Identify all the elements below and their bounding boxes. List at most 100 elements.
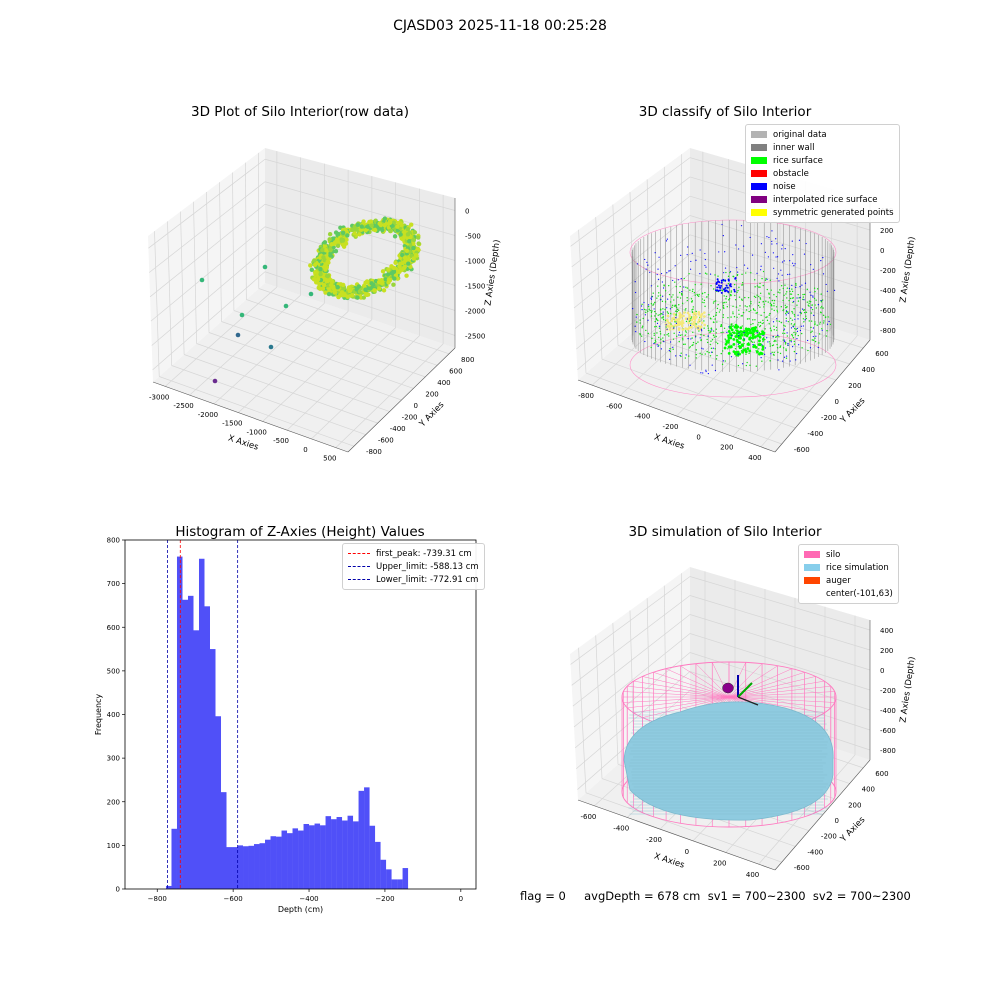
classify-legend: original data inner wall rice surface ob… [745,124,900,223]
rice-surface-point [796,304,798,306]
grid-line [264,248,456,311]
noise-point [776,277,778,280]
noise-point [681,291,683,293]
noise-point [790,341,792,343]
noise-point [668,350,670,352]
rice-surface-point [759,325,761,328]
noise-point [756,332,758,334]
back-left-pane [570,148,690,380]
rice-surface-point [670,312,672,315]
noise-point [704,252,706,255]
noise-point [722,360,724,362]
point [416,241,421,246]
rice-surface-point [655,325,657,328]
rice-surface-point [738,341,742,344]
legend-item-original: original data [751,128,894,141]
symmetric-point [666,325,670,328]
rice-surface-point [698,293,700,296]
x-tick-label: 200 [720,444,733,452]
noise-point [826,290,829,292]
noise-point [784,340,786,343]
rice-surface-point [684,334,687,336]
rice-surface-point [740,333,744,337]
rice-surface-point [776,347,779,349]
grid-line [570,576,691,665]
rice-surface-point [675,285,677,288]
rice-surface-point [736,291,738,294]
rice-surface-point [773,305,775,307]
symmetric-point [692,316,695,320]
y-tick-label: -400 [807,848,823,856]
symmetric-point [699,325,703,329]
noise-point [650,298,653,300]
histogram-bar [187,595,194,889]
grid-line [171,365,366,435]
rice-surface-point [794,327,796,330]
point [411,245,416,251]
noise-point [712,347,714,349]
rice-surface-point [769,345,771,347]
histogram-bar [221,792,227,889]
noise-point [705,370,707,373]
noise-point [701,347,703,349]
y-tick-label: 100 [107,842,120,850]
z-tick-label: 200 [880,227,893,235]
noise-point [778,369,780,371]
noise-point [726,331,728,333]
rice-surface-point [653,334,655,336]
rice-surface-point [752,308,755,311]
rice-surface-point [716,342,719,345]
rice-surface-point [715,332,718,334]
rice-surface-point [641,325,644,327]
rice-surface-point [664,301,667,303]
rice-surface-point [740,315,743,317]
noise-point [704,258,706,261]
noise-point [674,265,676,267]
rice-simulation-surface [623,701,834,821]
rice-surface-point [707,327,709,329]
noise-point [723,272,725,274]
symmetric-point [674,318,677,322]
noise-point [644,340,646,343]
rice-surface-point [692,308,694,310]
z-tick-label: -800 [880,327,896,335]
rice-surface-point [789,297,792,300]
grid-line [245,162,247,300]
rice-surface-point [793,350,796,353]
point [391,282,396,287]
noise-point [675,322,678,324]
rice-surface-point [686,297,688,299]
noise-point [695,336,697,338]
noise-point [650,297,652,299]
noise-point [822,273,825,275]
noise-point [740,225,743,227]
histogram-bar [391,879,398,889]
rice-surface-point [829,323,832,326]
grid-line [572,195,691,288]
noise-point [799,286,801,288]
x-tick-label: −800 [148,895,167,903]
rice-surface-point [780,284,783,287]
y-tick-label: -800 [366,448,382,456]
point [325,259,330,264]
noise-point [794,318,796,320]
rice-surface-point [762,284,764,287]
histogram-bar [209,649,216,889]
noise-point [722,278,725,281]
point [411,256,416,261]
legend-item-rice-surface: rice surface [751,154,894,167]
rice-surface-point [671,296,673,298]
rice-surface-point [794,334,797,336]
point [327,231,333,237]
rice-surface-point [727,351,731,355]
rice-surface-point [793,331,795,334]
grid-line [689,195,871,251]
noise-point [787,312,789,314]
symmetric-point [692,321,696,324]
rice-surface-point [671,304,674,307]
point [386,267,391,272]
rice-surface-point [724,360,726,362]
noise-point [686,254,688,256]
x-tick-label: -200 [663,423,679,431]
rice-surface-point [786,287,789,289]
